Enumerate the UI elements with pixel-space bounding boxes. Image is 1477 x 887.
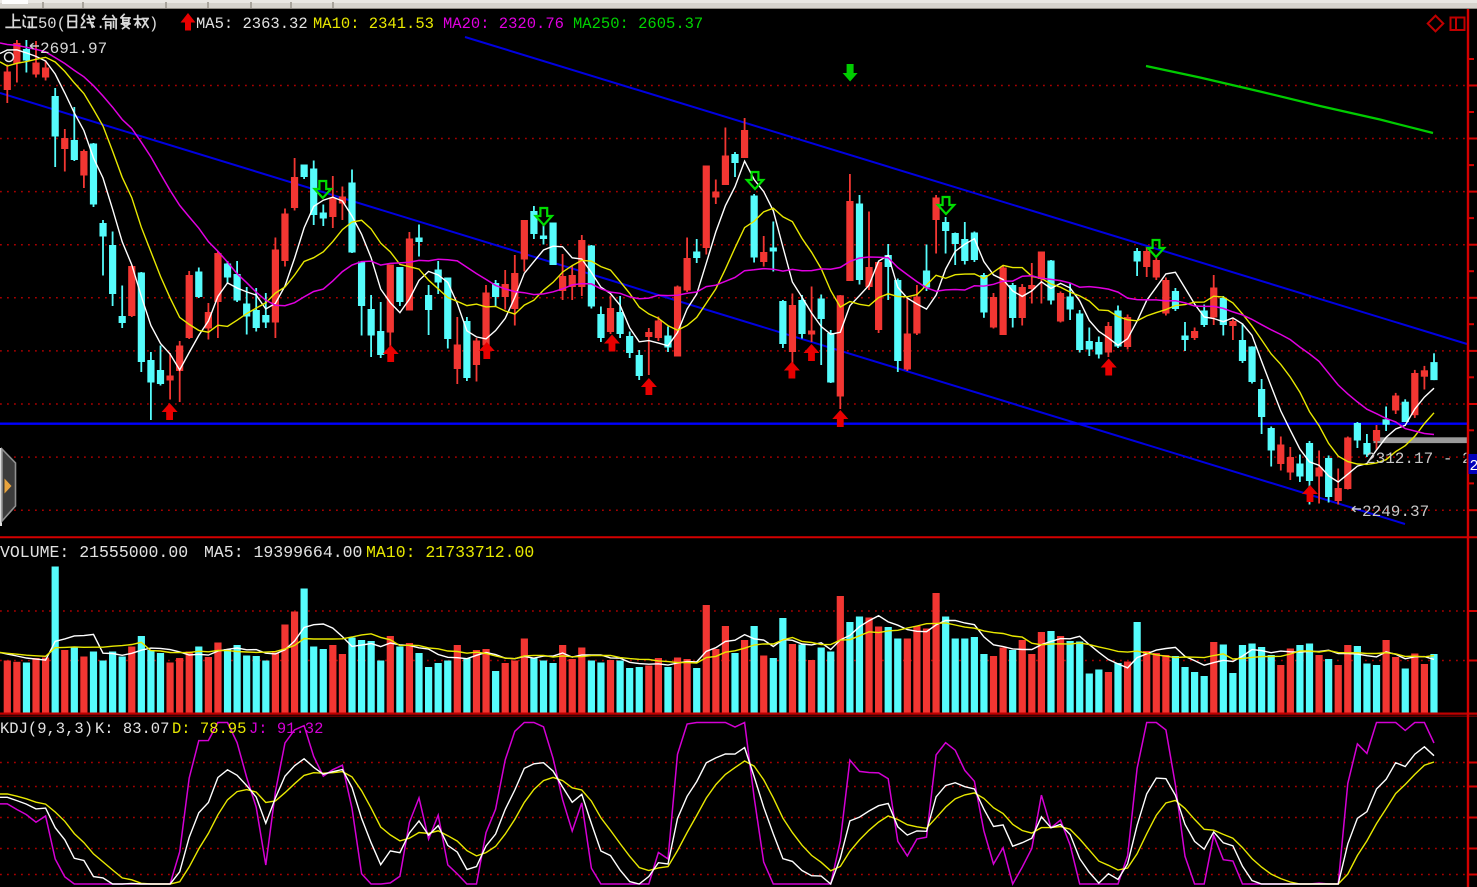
svg-text:K: 83.07: K: 83.07 (95, 720, 169, 738)
svg-text:MA10: 2341.53: MA10: 2341.53 (313, 15, 434, 33)
svg-text:): ) (149, 15, 158, 33)
svg-text:J: 91.32: J: 91.32 (249, 720, 323, 738)
svg-text:MA5: 19399664.00: MA5: 19399664.00 (204, 543, 362, 562)
svg-text:MA10: 21733712.00: MA10: 21733712.00 (366, 543, 534, 562)
svg-text:2: 2 (1470, 458, 1477, 475)
svg-text:50(: 50( (38, 15, 66, 33)
svg-text:D: 78.95: D: 78.95 (172, 720, 246, 738)
svg-text:2249.37: 2249.37 (1362, 503, 1429, 521)
svg-text:VOLUME: 21555000.00: VOLUME: 21555000.00 (0, 543, 188, 562)
svg-text:MA20: 2320.76: MA20: 2320.76 (443, 15, 564, 33)
svg-text:2691.97: 2691.97 (40, 40, 107, 58)
svg-text:MA5: 2363.32: MA5: 2363.32 (196, 15, 308, 33)
svg-text:KDJ(9,3,3): KDJ(9,3,3) (0, 720, 93, 738)
svg-text:2312.17 - 23: 2312.17 - 23 (1366, 450, 1477, 468)
svg-text:MA250: 2605.37: MA250: 2605.37 (573, 15, 703, 33)
svg-text:.: . (96, 15, 105, 33)
